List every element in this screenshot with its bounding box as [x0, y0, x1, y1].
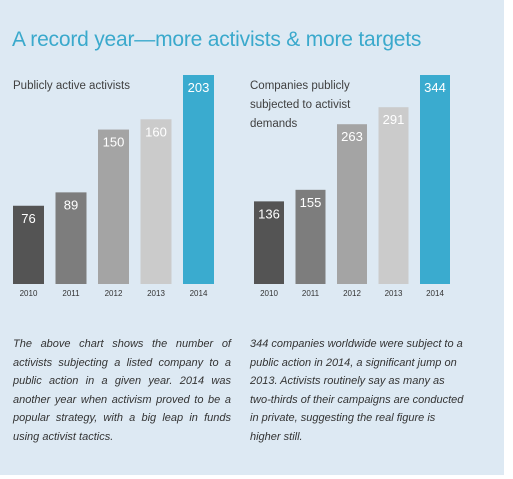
x-tick-label-2013: 2013: [147, 289, 165, 298]
bar-value-label-2012: 150: [103, 135, 125, 150]
x-tick-label-2012: 2012: [105, 289, 123, 298]
bar-value-label-2013: 160: [145, 124, 167, 139]
bar-value-label-2014: 203: [188, 80, 210, 95]
page-edge: [504, 0, 513, 479]
bar-2010: [254, 201, 284, 284]
x-tick-label-2014: 2014: [190, 289, 208, 298]
caption-activists: The above chart shows the number of acti…: [13, 338, 231, 443]
bar-value-label-2012: 263: [341, 129, 363, 144]
x-tick-label-2010: 2010: [260, 289, 278, 298]
x-tick-label-2014: 2014: [426, 289, 444, 298]
bar-value-label-2010: 136: [258, 206, 280, 221]
bar-2014: [420, 75, 450, 284]
x-tick-label-2010: 2010: [20, 289, 38, 298]
bar-2012: [98, 129, 129, 284]
bar-value-label-2014: 344: [424, 80, 446, 95]
chart-title-activists: Publicly active activists: [13, 80, 130, 92]
bar-2013: [378, 107, 409, 284]
bar-value-label-2011: 155: [300, 195, 322, 210]
bar-value-label-2011: 89: [64, 197, 78, 212]
caption-companies: 344 companies worldwide were subject to …: [250, 338, 464, 443]
page-title: A record year—more activists & more targ…: [12, 28, 422, 51]
bar-2010: [13, 205, 44, 284]
bar-value-label-2010: 76: [21, 211, 35, 226]
bar-2012: [337, 124, 367, 284]
x-tick-label-2011: 2011: [62, 289, 80, 298]
x-tick-label-2013: 2013: [385, 289, 403, 298]
bar-2014: [183, 75, 214, 284]
bar-2013: [140, 119, 172, 284]
bar-2011: [295, 189, 326, 284]
bar-2011: [55, 192, 87, 284]
chart-title-companies: Companies publicly subjected to activist…: [250, 80, 351, 130]
x-tick-label-2012: 2012: [343, 289, 361, 298]
bar-value-label-2013: 291: [383, 112, 405, 127]
x-tick-label-2011: 2011: [302, 289, 320, 298]
